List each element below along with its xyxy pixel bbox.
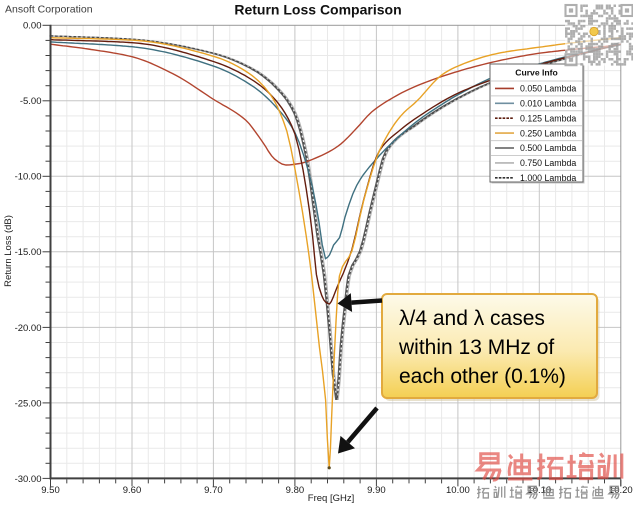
svg-text:0.125 Lambda: 0.125 Lambda (520, 113, 576, 123)
svg-text:Curve Info: Curve Info (515, 68, 558, 78)
svg-text:0.500 Lambda: 0.500 Lambda (520, 143, 576, 153)
svg-text:-25.00: -25.00 (15, 398, 42, 409)
svg-text:-30.00: -30.00 (15, 474, 42, 485)
svg-text:1.000 Lambda: 1.000 Lambda (520, 173, 576, 183)
svg-text:-5.00: -5.00 (20, 96, 42, 107)
svg-text:9.50: 9.50 (41, 485, 60, 496)
svg-text:-15.00: -15.00 (15, 247, 42, 258)
svg-text:9.60: 9.60 (123, 485, 142, 496)
svg-text:-10.00: -10.00 (15, 172, 42, 183)
svg-text:within 13 MHz of: within 13 MHz of (398, 336, 554, 359)
svg-text:0.250 Lambda: 0.250 Lambda (520, 128, 576, 138)
svg-text:Freq [GHz]: Freq [GHz] (308, 493, 354, 504)
svg-text:10.20: 10.20 (609, 485, 633, 496)
svg-text:0.00: 0.00 (23, 21, 42, 32)
svg-text:Ansoft Corporation: Ansoft Corporation (5, 4, 93, 16)
svg-text:10.00: 10.00 (446, 485, 470, 496)
svg-text:0.750 Lambda: 0.750 Lambda (520, 158, 576, 168)
svg-text:0.010 Lambda: 0.010 Lambda (520, 99, 576, 109)
svg-text:each other (0.1%): each other (0.1%) (399, 365, 566, 388)
svg-text:9.80: 9.80 (286, 485, 305, 496)
svg-text:Return Loss (dB): Return Loss (dB) (3, 215, 14, 287)
svg-text:-20.00: -20.00 (15, 323, 42, 334)
svg-text:10.10: 10.10 (527, 485, 551, 496)
svg-text:9.90: 9.90 (367, 485, 386, 496)
svg-text:0.050 Lambda: 0.050 Lambda (520, 84, 576, 94)
svg-text:λ/4 and λ cases: λ/4 and λ cases (399, 307, 545, 330)
svg-text:Return Loss Comparison: Return Loss Comparison (234, 2, 401, 18)
svg-text:9.70: 9.70 (204, 485, 223, 496)
